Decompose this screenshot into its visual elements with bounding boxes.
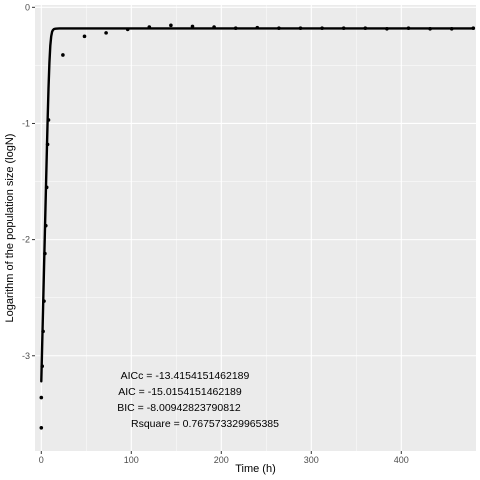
y-axis-ticks: 0 -1 -2 -3 [22,2,35,361]
minor-gridlines [35,5,476,451]
annotation-aic: AIC = -15.0154151462189 [118,386,242,398]
annotation-aicc: AICc = -13.4154151462189 [121,370,250,382]
data-point [40,364,44,369]
y-tick-label: -1 [22,118,30,128]
data-point [449,27,454,31]
data-point [125,27,130,32]
data-point [363,26,368,31]
data-point [44,223,48,228]
data-point [298,26,303,31]
data-point [43,251,47,256]
data-point [385,27,389,31]
data-points-layer [39,23,476,430]
data-point [104,31,108,35]
data-point [406,26,411,31]
y-axis-title: Logarithm of the population size (logN) [4,134,16,323]
data-point [44,185,49,190]
annotation-bic: BIC = -8.00942823790812 [117,402,241,414]
y-tick-label: 0 [25,2,30,12]
x-tick-label: 300 [304,455,319,465]
y-tick-label: -2 [22,235,30,245]
data-point [82,34,87,39]
data-point [233,26,238,31]
data-point [45,142,50,147]
data-point [169,23,173,28]
data-point [42,299,46,303]
x-tick-label: 400 [394,455,409,465]
data-point [341,26,346,31]
data-point [190,24,195,29]
data-point [428,27,432,31]
x-tick-label: 100 [124,455,139,465]
x-tick-label: 0 [39,455,44,465]
plot-panel [35,5,476,451]
data-point [255,25,260,30]
y-tick-label: -3 [22,351,30,361]
data-point [320,26,324,31]
annotation-group: AICc = -13.4154151462189 AIC = -15.01541… [117,370,279,430]
x-tick-label: 200 [214,455,229,465]
data-point [46,118,51,122]
data-point [41,329,45,334]
fitted-curve-line [40,27,475,383]
data-point [39,395,44,400]
data-point [277,26,281,31]
data-point [471,26,476,31]
data-point [212,25,216,29]
major-gridlines [35,5,476,451]
data-point [147,25,152,29]
fitted-curve-layer [40,27,475,383]
x-axis-ticks: 0 100 200 300 400 [39,451,409,465]
data-point [39,425,44,430]
data-point [61,53,65,57]
annotation-rsquare: Rsquare = 0.767573329965385 [131,418,279,430]
x-axis-title: Time (h) [235,463,276,475]
